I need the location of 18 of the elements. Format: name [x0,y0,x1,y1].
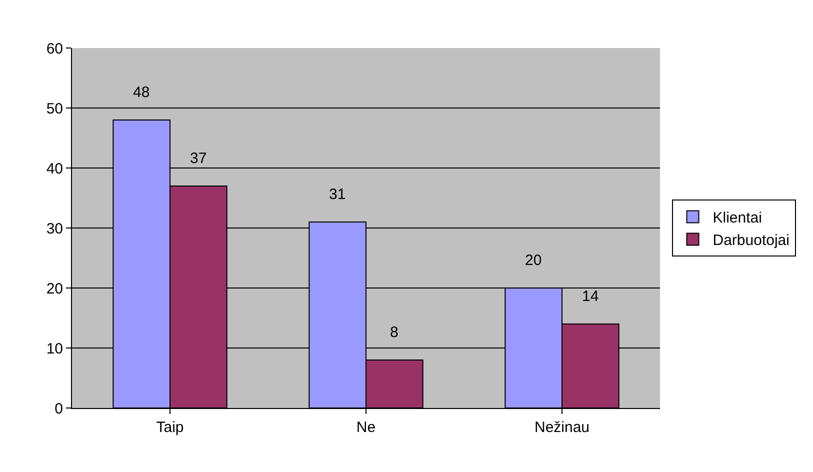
legend-label: Darbuotojai [712,232,790,250]
y-tick-label: 60 [46,40,63,58]
y-tick-label: 10 [46,340,63,358]
data-label: 14 [582,288,599,305]
y-tick-label: 50 [46,100,63,118]
legend-label: Klientai [712,210,762,227]
x-tick-label: Taip [156,419,184,436]
data-label: 20 [525,252,542,269]
data-label: 48 [133,84,150,101]
x-tick-label: Ne [356,419,376,436]
y-tick-label: 0 [54,400,63,418]
y-tick-label: 40 [46,160,63,178]
data-label: 8 [390,324,398,341]
x-tick-label: Nežinau [534,419,590,436]
data-label: 31 [329,186,346,203]
data-label: 37 [190,150,207,167]
y-tick-label: 30 [46,220,63,238]
y-tick-label: 20 [46,280,63,298]
